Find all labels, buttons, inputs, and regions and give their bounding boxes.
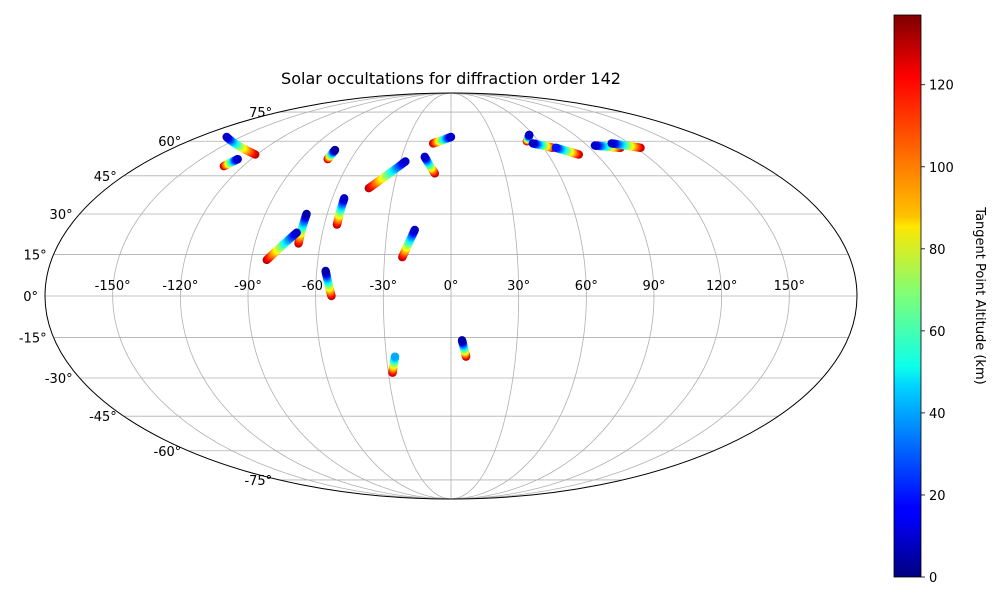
longitude-tick-label: 90° xyxy=(642,279,665,294)
data-point xyxy=(321,266,330,276)
meridian-line xyxy=(179,93,452,499)
occultation-track xyxy=(551,143,583,159)
data-point xyxy=(607,139,616,148)
longitude-tick-label: 120° xyxy=(706,279,737,294)
data-point xyxy=(457,336,467,345)
latitude-tick-label: 15° xyxy=(24,248,47,263)
data-point xyxy=(222,132,231,142)
occultation-track xyxy=(388,352,400,377)
occultation-track xyxy=(321,266,336,301)
meridian-line xyxy=(247,93,452,499)
occultation-track xyxy=(398,225,419,262)
colorbar-label: Tangent Point Altitude (km) xyxy=(972,206,987,384)
data-point xyxy=(446,132,456,142)
occultation-track xyxy=(219,154,242,171)
colorbar-tick-label: 100 xyxy=(929,161,954,176)
axis-tick-labels: -150° -120° -90° -60° -30° 0° 30° 60° 90° 120° 150… xyxy=(19,106,805,489)
latitude-tick-label: 75° xyxy=(249,106,272,121)
meridian-line xyxy=(450,93,790,499)
latitude-tick-label: -45° xyxy=(89,410,117,425)
colorbar-tick-label: 0 xyxy=(929,571,937,586)
data-point xyxy=(401,157,410,166)
data-point xyxy=(528,139,538,148)
occultation-track xyxy=(323,145,340,164)
occultation-track xyxy=(428,132,456,148)
longitude-tick-label: 30° xyxy=(507,279,530,294)
meridian-line xyxy=(382,93,452,499)
data-point xyxy=(525,130,534,140)
latitude-tick-label: 0° xyxy=(23,290,38,305)
meridian-line xyxy=(450,93,520,499)
meridian-line xyxy=(450,93,723,499)
occultation-tracks xyxy=(219,130,645,377)
chart-title: Solar occultations for diffraction order… xyxy=(281,69,621,88)
occultation-track xyxy=(222,132,260,159)
longitude-tick-label: -90° xyxy=(234,279,262,294)
colorbar-tick-label: 60 xyxy=(929,325,946,340)
data-point xyxy=(340,194,349,203)
longitude-tick-label: -30° xyxy=(369,279,397,294)
data-point xyxy=(551,143,561,152)
longitude-tick-label: 0° xyxy=(444,279,459,294)
colorbar-ticks: 0 20 40 60 80 100 120 xyxy=(921,79,954,586)
map-boundary xyxy=(44,92,858,500)
colorbar-tick-label: 80 xyxy=(929,243,946,258)
data-point xyxy=(233,154,242,164)
longitude-tick-label: -150° xyxy=(95,279,131,294)
meridian-line xyxy=(450,93,655,499)
occultation-track xyxy=(607,139,645,152)
longitude-tick-label: -120° xyxy=(162,279,198,294)
latitude-tick-label: -75° xyxy=(244,474,272,489)
longitude-tick-label: 150° xyxy=(774,279,805,294)
data-point xyxy=(410,225,419,235)
occultation-track xyxy=(420,152,440,178)
colorbar: 0 20 40 60 80 100 120 Tangent Point Altitude (… xyxy=(893,14,987,586)
data-point xyxy=(302,209,311,219)
data-point xyxy=(420,152,429,162)
graticule xyxy=(45,93,857,499)
longitude-tick-label: 60° xyxy=(575,279,598,294)
colorbar-tick-label: 120 xyxy=(929,79,954,94)
longitude-tick-label: -60° xyxy=(302,279,330,294)
latitude-tick-label: 60° xyxy=(158,135,181,150)
occultation-track xyxy=(294,209,311,248)
data-point xyxy=(330,145,340,155)
latitude-tick-label: 30° xyxy=(50,208,73,223)
data-point xyxy=(390,352,400,361)
meridian-line xyxy=(315,93,452,499)
data-point xyxy=(292,228,301,237)
latitude-tick-label: 45° xyxy=(94,170,117,185)
data-point xyxy=(590,141,600,150)
occultation-track xyxy=(457,336,471,361)
occultation-track xyxy=(262,228,301,265)
occultation-track xyxy=(364,157,410,193)
latitude-tick-label: -15° xyxy=(19,332,47,347)
latitude-tick-label: -60° xyxy=(154,445,182,460)
colorbar-tick-label: 40 xyxy=(929,407,946,422)
occultation-track xyxy=(332,194,349,229)
colorbar-tick-label: 20 xyxy=(929,489,946,504)
colorbar-gradient xyxy=(893,14,922,578)
latitude-tick-label: -30° xyxy=(45,372,73,387)
